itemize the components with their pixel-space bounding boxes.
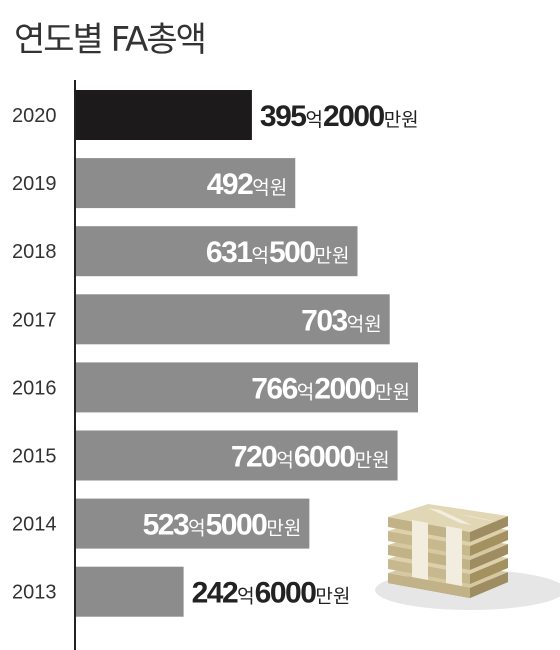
data-label-2018: 631억500만원	[206, 236, 350, 269]
data-label-2019: 492억원	[207, 168, 288, 201]
data-label-2016: 766억2000만원	[251, 372, 410, 405]
money-stack-icon	[375, 504, 560, 610]
y-tick-label: 2018	[12, 241, 57, 263]
y-tick-label: 2015	[12, 446, 57, 468]
y-tick-label: 2013	[12, 582, 57, 604]
y-tick-label: 2019	[12, 173, 57, 195]
bar-2014	[75, 498, 310, 549]
y-tick-label: 2017	[12, 309, 57, 331]
bar-2017	[75, 294, 390, 345]
y-tick-label: 2020	[12, 105, 57, 127]
bar-2015	[75, 430, 398, 481]
data-label-2017: 703억원	[301, 304, 382, 337]
bar-2018	[75, 226, 358, 277]
chart-title: 연도별 FA총액	[14, 20, 207, 60]
bar-2020	[75, 90, 252, 140]
data-label-2013: 242억6000만원	[192, 577, 351, 610]
bar-2019	[75, 158, 296, 209]
data-label-2020: 395억2000만원	[260, 100, 419, 133]
data-label-2014: 523억5000만원	[143, 509, 302, 542]
y-tick-label: 2016	[12, 377, 57, 399]
bar-2016	[75, 362, 418, 413]
y-tick-label: 2014	[12, 514, 57, 536]
data-label-2015: 720억6000만원	[231, 441, 390, 474]
bar-2013	[75, 566, 184, 617]
